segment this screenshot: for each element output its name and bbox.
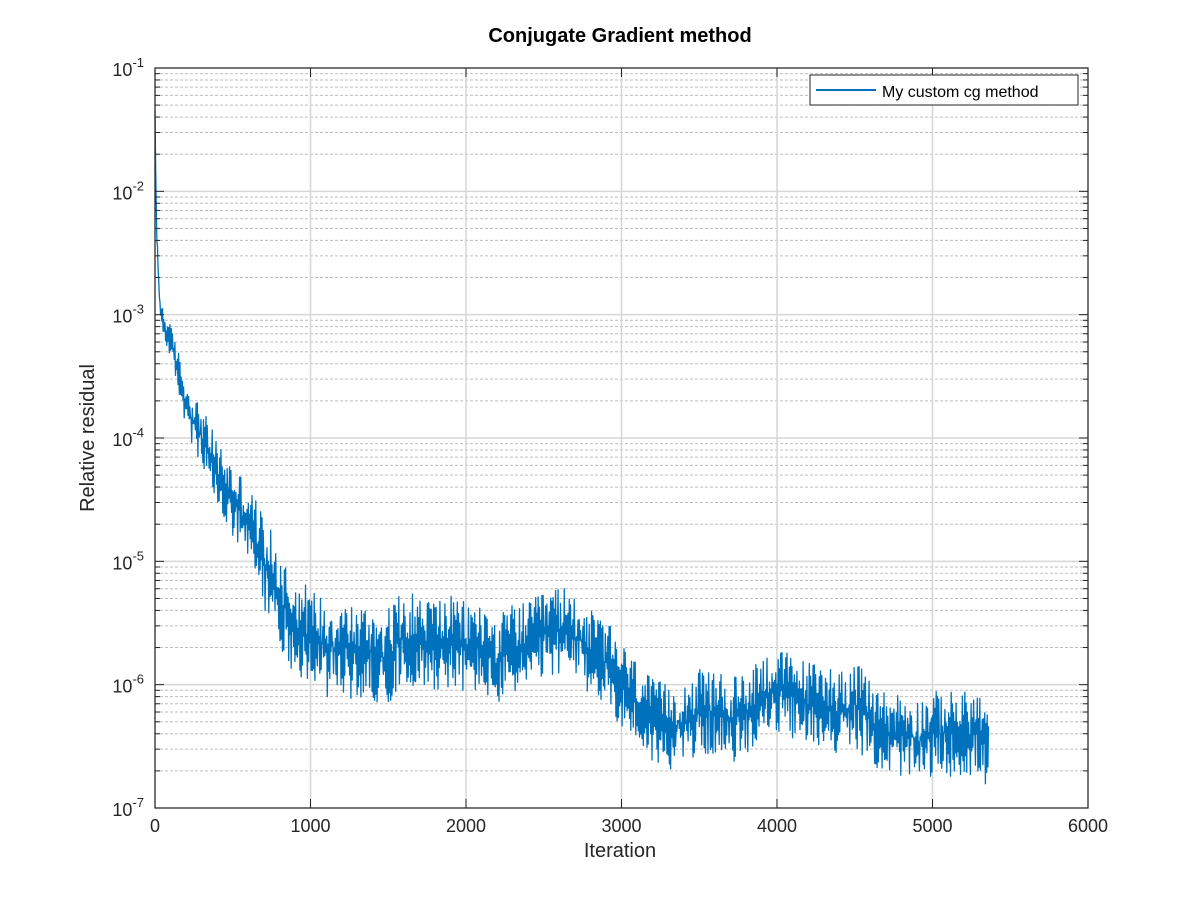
series-layer (154, 110, 990, 785)
y-tick-label: 10-1 (112, 55, 144, 80)
x-tick-label: 6000 (1068, 816, 1108, 836)
plot-frame (154, 67, 1089, 809)
x-tick-label: 1000 (290, 816, 330, 836)
x-axis-label: Iteration (584, 840, 656, 862)
axes-frame (154, 67, 1089, 809)
x-tick-label: 2000 (446, 816, 486, 836)
x-tick-label: 3000 (601, 816, 641, 836)
plot-area: 0 1000 2000 3000 4000 5000 6000 10-710-610-510… (112, 55, 1108, 836)
y-tick-label: 10-4 (112, 425, 144, 450)
legend-label-series-1: My custom cg method (882, 84, 1039, 101)
x-tick-label: 0 (150, 816, 160, 836)
y-tick-label: 10-6 (112, 672, 144, 697)
x-axis-ticks: 0 1000 2000 3000 4000 5000 6000 (150, 816, 1108, 836)
y-tick-label: 10-3 (112, 302, 144, 327)
y-tick-label: 10-2 (112, 178, 144, 203)
x-tick-label: 5000 (912, 816, 952, 836)
chart-title: Conjugate Gradient method (488, 25, 751, 47)
x-tick-label: 4000 (757, 816, 797, 836)
series-line-1 (154, 110, 990, 785)
y-axis-ticks: 10-7 10-6 10-5 10-4 10-3 10-2 10-1 (112, 55, 144, 820)
y-axis-label: Relative residual (77, 364, 99, 512)
y-tick-label: 10-5 (112, 548, 144, 573)
y-tick-label: 10-7 (112, 795, 144, 820)
legend: My custom cg method (809, 74, 1079, 106)
